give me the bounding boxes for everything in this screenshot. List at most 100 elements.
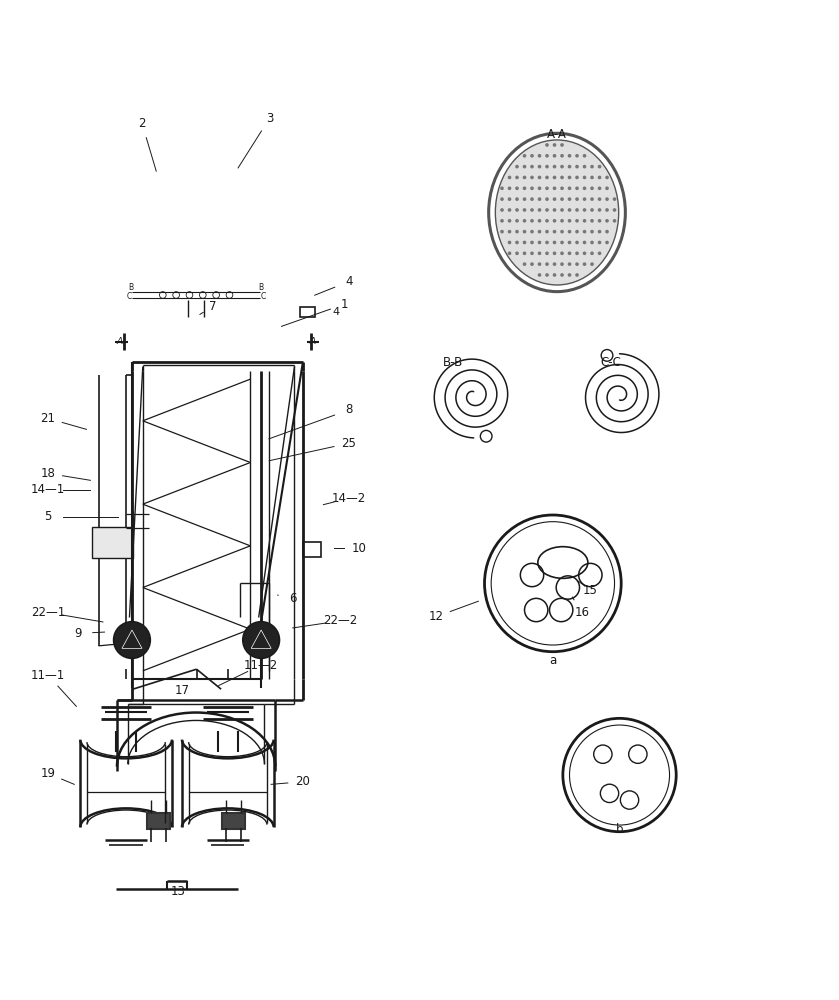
Circle shape	[576, 176, 579, 179]
Circle shape	[583, 176, 586, 179]
Circle shape	[553, 154, 556, 158]
Bar	[303, 542, 321, 557]
Circle shape	[515, 241, 519, 244]
Circle shape	[590, 241, 594, 244]
Circle shape	[545, 186, 549, 190]
Circle shape	[590, 186, 594, 190]
Circle shape	[568, 186, 571, 190]
Polygon shape	[122, 630, 142, 648]
Circle shape	[560, 273, 564, 277]
Text: 20: 20	[295, 775, 310, 788]
Text: C-C: C-C	[601, 356, 622, 369]
Circle shape	[508, 241, 511, 244]
Circle shape	[605, 208, 609, 212]
Circle shape	[597, 208, 602, 212]
Circle shape	[553, 208, 556, 212]
Circle shape	[590, 208, 594, 212]
Circle shape	[553, 219, 556, 223]
Circle shape	[597, 241, 602, 244]
Circle shape	[515, 165, 519, 168]
Circle shape	[515, 197, 519, 201]
Text: 15: 15	[583, 584, 598, 597]
Circle shape	[538, 219, 541, 223]
Circle shape	[508, 197, 511, 201]
Ellipse shape	[495, 140, 618, 285]
Text: 11—1: 11—1	[31, 669, 65, 682]
Circle shape	[612, 219, 617, 223]
Circle shape	[568, 176, 571, 179]
Circle shape	[538, 197, 541, 201]
Text: b: b	[616, 823, 623, 836]
Circle shape	[113, 622, 150, 658]
Circle shape	[530, 176, 534, 179]
Circle shape	[576, 273, 579, 277]
Text: 5: 5	[44, 510, 51, 523]
Circle shape	[545, 176, 549, 179]
Circle shape	[590, 165, 594, 168]
Circle shape	[560, 186, 564, 190]
Circle shape	[568, 251, 571, 255]
Text: A: A	[310, 337, 315, 346]
Circle shape	[583, 165, 586, 168]
Text: 11—2: 11—2	[244, 659, 279, 672]
Circle shape	[560, 241, 564, 244]
Circle shape	[530, 230, 534, 233]
Text: B: B	[128, 283, 133, 292]
Circle shape	[560, 143, 564, 147]
Bar	[300, 307, 315, 317]
Circle shape	[545, 262, 549, 266]
Circle shape	[515, 251, 519, 255]
Circle shape	[553, 197, 556, 201]
Text: 19: 19	[40, 767, 55, 780]
Text: 25: 25	[341, 437, 356, 450]
Circle shape	[605, 197, 609, 201]
Circle shape	[560, 262, 564, 266]
Text: 8: 8	[345, 403, 352, 416]
Text: 13: 13	[170, 885, 185, 898]
Circle shape	[597, 197, 602, 201]
Text: 4: 4	[332, 307, 339, 317]
Circle shape	[576, 154, 579, 158]
Text: B: B	[258, 283, 263, 292]
Circle shape	[545, 230, 549, 233]
Circle shape	[553, 273, 556, 277]
Circle shape	[500, 219, 504, 223]
Circle shape	[553, 251, 556, 255]
Circle shape	[508, 208, 511, 212]
Circle shape	[568, 230, 571, 233]
Text: 6: 6	[289, 592, 296, 605]
Circle shape	[583, 230, 586, 233]
Circle shape	[560, 165, 564, 168]
Text: A: A	[117, 337, 122, 346]
Circle shape	[590, 219, 594, 223]
Circle shape	[553, 186, 556, 190]
Circle shape	[583, 262, 586, 266]
Circle shape	[538, 208, 541, 212]
Circle shape	[538, 176, 541, 179]
Circle shape	[500, 186, 504, 190]
Circle shape	[583, 154, 586, 158]
Circle shape	[538, 273, 541, 277]
Circle shape	[538, 154, 541, 158]
Circle shape	[568, 208, 571, 212]
Circle shape	[523, 230, 526, 233]
Circle shape	[576, 219, 579, 223]
Text: 3: 3	[266, 112, 274, 125]
Circle shape	[576, 230, 579, 233]
Circle shape	[560, 230, 564, 233]
Circle shape	[576, 197, 579, 201]
Circle shape	[523, 208, 526, 212]
Circle shape	[538, 262, 541, 266]
Circle shape	[597, 219, 602, 223]
Circle shape	[576, 241, 579, 244]
Bar	[92, 527, 133, 558]
Circle shape	[545, 197, 549, 201]
Circle shape	[545, 165, 549, 168]
Circle shape	[597, 230, 602, 233]
Circle shape	[530, 165, 534, 168]
Circle shape	[553, 262, 556, 266]
Circle shape	[530, 241, 534, 244]
Text: 16: 16	[575, 606, 590, 619]
Text: B-B: B-B	[443, 356, 463, 369]
Bar	[222, 813, 245, 829]
